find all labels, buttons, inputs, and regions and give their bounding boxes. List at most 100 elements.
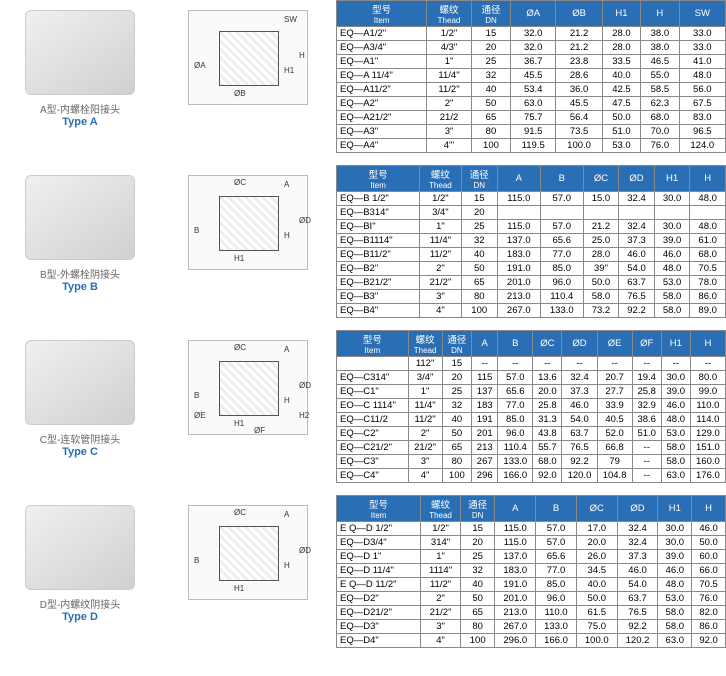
table-cell: 80 xyxy=(471,125,510,139)
table-cell: 68.0 xyxy=(533,455,562,469)
table-cell: 25.8 xyxy=(632,385,661,399)
table-cell: 37.3 xyxy=(617,550,658,564)
table-cell: 39.0 xyxy=(661,385,690,399)
diagram-column: AØDHH1BØCØEØFH2 xyxy=(168,330,328,435)
table-cell: EQ—A2" xyxy=(337,97,427,111)
table-cell: 3" xyxy=(420,290,461,304)
table-cell: 54.0 xyxy=(617,578,658,592)
caption-cn: D型-内螺纹阴接头 xyxy=(0,596,160,611)
table-cell: 85.0 xyxy=(498,413,533,427)
table-cell: 166.0 xyxy=(536,634,577,648)
table-cell: 100 xyxy=(442,469,472,483)
column-header: H xyxy=(692,496,726,522)
column-header: 螺纹Thead xyxy=(408,331,442,357)
table-cell: 4" xyxy=(420,304,461,318)
table-row: EQ—C314"3/4"2011557.013.632.420.719.430.… xyxy=(337,371,726,385)
table-cell: 36.0 xyxy=(556,83,602,97)
product-image xyxy=(25,340,135,425)
table-cell: 63.7 xyxy=(619,276,655,290)
column-header: ØB xyxy=(556,1,602,27)
table-cell: 32.9 xyxy=(632,399,661,413)
table-row: EO—C 1114"11/4"3218377.025.846.033.932.9… xyxy=(337,399,726,413)
table-cell: 92.0 xyxy=(533,469,562,483)
table-cell: 110.4 xyxy=(540,290,583,304)
table-cell: 110.0 xyxy=(536,606,577,620)
table-cell: 53.0 xyxy=(654,276,690,290)
table-cell: 38.0 xyxy=(641,27,679,41)
table-cell: 183.0 xyxy=(495,564,536,578)
diagram-label: ØF xyxy=(254,426,265,435)
table-cell: -- xyxy=(632,469,661,483)
table-cell: 70.5 xyxy=(692,578,726,592)
table-cell: 120.0 xyxy=(562,469,597,483)
table-cell: 1/2" xyxy=(427,27,472,41)
diagram-label: H1 xyxy=(234,419,244,428)
diagram-label: H xyxy=(299,51,305,60)
table-cell: 110.4 xyxy=(498,441,533,455)
table-cell: 53.0 xyxy=(661,427,690,441)
column-header: H xyxy=(641,1,679,27)
table-cell: 47.5 xyxy=(602,97,640,111)
table-cell: 55.0 xyxy=(641,69,679,83)
table-row: EQ—C1"1"2513765.620.037.327.725.839.099.… xyxy=(337,385,726,399)
caption-en: Type B xyxy=(0,281,160,293)
table-cell: EQ—C11/2 xyxy=(337,413,409,427)
table-cell: 57.0 xyxy=(540,220,583,234)
table-cell: EQ—B11/2" xyxy=(337,248,420,262)
section-type-a: A型-内螺栓阳接头Type ASWHH1ØBØA型号Item螺纹Thead通径D… xyxy=(0,0,726,153)
table-cell: EQ—C21/2" xyxy=(337,441,409,455)
table-cell: 119.5 xyxy=(511,139,556,153)
diagram-label: ØD xyxy=(299,546,311,555)
table-row: EQ—A21/2"21/26575.756.450.068.083.0 xyxy=(337,111,726,125)
column-header: ØD xyxy=(617,496,658,522)
table-cell: 86.0 xyxy=(692,620,726,634)
table-cell: 51.0 xyxy=(602,125,640,139)
table-cell: 48.0 xyxy=(661,413,690,427)
diagram-label: B xyxy=(194,391,199,400)
table-row: EQ—B314"3/4"20 xyxy=(337,206,726,220)
table-cell: EQ—BI" xyxy=(337,220,420,234)
table-cell xyxy=(690,206,726,220)
table-cell: 38.0 xyxy=(641,41,679,55)
table-cell: 48.0 xyxy=(690,192,726,206)
table-cell: 73.2 xyxy=(583,304,619,318)
table-cell: 267.0 xyxy=(497,304,540,318)
table-cell: -- xyxy=(533,357,562,371)
table-cell: 38.6 xyxy=(632,413,661,427)
table-cell: 3" xyxy=(427,125,472,139)
table-cell: 32.4 xyxy=(617,522,658,536)
table-cell: 63.0 xyxy=(658,634,692,648)
table-cell: 20.7 xyxy=(597,371,632,385)
table-cell: 137 xyxy=(472,385,498,399)
table-cell: 32.0 xyxy=(511,27,556,41)
table-row: EQ—C2"2"5020196.043.863.752.051.053.0129… xyxy=(337,427,726,441)
table-cell: 100 xyxy=(471,139,510,153)
table-cell xyxy=(337,357,409,371)
table-cell: 82.0 xyxy=(692,606,726,620)
table-row: E Q—D 1/2"1/2"15115.057.017.032.430.046.… xyxy=(337,522,726,536)
table-cell: EQ—C314" xyxy=(337,371,409,385)
table-row: E Q—D 11/2"11/2"40191.085.040.054.048.07… xyxy=(337,578,726,592)
table-row: EQ—D4"4"100296.0166.0100.0120.263.092.0 xyxy=(337,634,726,648)
table-row: EQ—A2"2"5063.045.547.562.367.5 xyxy=(337,97,726,111)
table-cell: 11/2" xyxy=(420,248,461,262)
spec-table: 型号Item螺纹Thead通径DNABØCØDH1HEQ—B 1/2"1/2"1… xyxy=(336,165,726,318)
table-cell: 85.0 xyxy=(540,262,583,276)
table-cell: 50 xyxy=(471,97,510,111)
table-cell: 11/2" xyxy=(421,578,461,592)
table-cell: EQ—A3" xyxy=(337,125,427,139)
table-cell: 46.0 xyxy=(658,564,692,578)
table-cell: 83.0 xyxy=(679,111,725,125)
table-cell: 50 xyxy=(461,262,497,276)
table-cell: 58.0 xyxy=(661,455,690,469)
table-cell: 100 xyxy=(460,634,494,648)
table-cell: 70.5 xyxy=(690,262,726,276)
table-cell: E Q—D 1/2" xyxy=(337,522,421,536)
table-cell: 50.0 xyxy=(576,592,617,606)
table-cell: EQ—D2" xyxy=(337,592,421,606)
table-cell: 115 xyxy=(472,371,498,385)
table-cell: 23.8 xyxy=(556,55,602,69)
table-row: EQ—C3"3"80267133.068.092.279--58.0160.0 xyxy=(337,455,726,469)
spec-table-wrap: 型号Item螺纹Thead通径DNABØCØDØEØFH1H112"15----… xyxy=(336,330,726,483)
table-cell: 2" xyxy=(420,262,461,276)
